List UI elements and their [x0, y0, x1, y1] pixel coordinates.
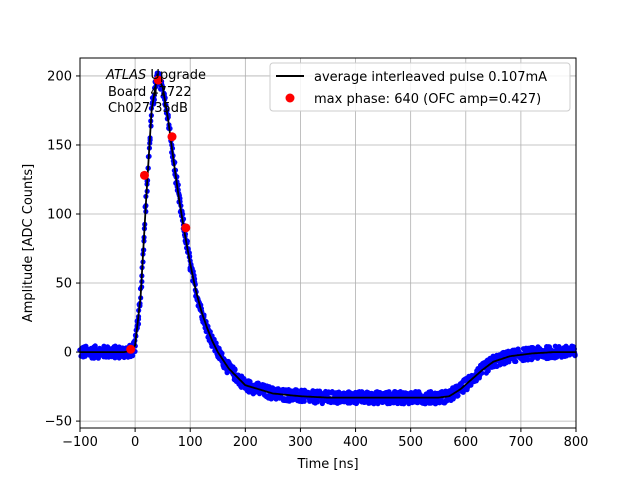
max-phase-point: [126, 344, 136, 354]
y-axis-label: Amplitude [ADC Counts]: [21, 164, 36, 322]
annotation-atlas: ATLAS: [105, 68, 146, 83]
y-tick-label: 0: [64, 346, 72, 361]
sample-point: [454, 393, 460, 399]
plot-frame: [79, 57, 577, 429]
x-tick-label: 700: [508, 435, 533, 450]
sample-point: [219, 350, 225, 356]
x-tick-label: 400: [343, 435, 368, 450]
sample-point: [92, 343, 98, 349]
sample-point: [130, 353, 136, 359]
svg-text:ATLAS Upgrade: ATLAS Upgrade: [105, 68, 206, 83]
x-tick-label: 100: [178, 435, 203, 450]
y-tick-label: 150: [47, 138, 72, 153]
sample-point: [314, 399, 321, 405]
sample-point: [232, 367, 238, 373]
max-phase-point: [167, 132, 177, 142]
annotation-channel: Ch027 35dB: [108, 101, 188, 116]
y-tick-label: 50: [55, 277, 72, 292]
x-tick-label: 0: [131, 435, 139, 450]
x-tick-label: 300: [288, 435, 313, 450]
legend-box: [269, 62, 571, 112]
x-tick-label: 500: [398, 435, 423, 450]
legend-entry-max-phase: max phase: 640 (OFC amp=0.427): [314, 92, 541, 107]
annotation: ATLAS Upgrade Board 47722 Ch027 35dB: [105, 68, 206, 116]
sample-point: [485, 368, 491, 374]
sample-points-series: [77, 70, 578, 407]
x-axis: −100 0 100 200 300 400 500 600 700 800: [62, 428, 588, 450]
max-phase-series: [126, 75, 191, 354]
annotation-board: Board 47722: [108, 85, 192, 100]
sample-point: [301, 398, 307, 404]
sample-point: [572, 353, 578, 359]
x-axis-label: Time [ns]: [296, 457, 358, 472]
y-tick-label: 100: [47, 208, 72, 223]
legend-entry-average: average interleaved pulse 0.107mA: [314, 70, 547, 85]
average-pulse-line: [80, 72, 576, 399]
y-axis: −50 0 50 100 150 200: [45, 69, 80, 430]
max-phase-point: [139, 170, 149, 180]
sample-point: [476, 375, 482, 381]
x-tick-label: 800: [564, 435, 589, 450]
max-phase-point: [181, 223, 191, 233]
y-tick-label: −50: [45, 415, 72, 430]
average-pulse-series: [80, 72, 576, 399]
x-tick-label: −100: [62, 435, 98, 450]
legend: average interleaved pulse 0.107mA max ph…: [269, 62, 571, 112]
max-phase-point: [153, 75, 163, 85]
x-tick-label: 600: [453, 435, 478, 450]
sample-point: [513, 358, 519, 365]
annotation-upgrade: Upgrade: [146, 68, 206, 83]
y-tick-label: 200: [47, 69, 72, 84]
x-tick-label: 200: [233, 435, 258, 450]
legend-point-swatch: [285, 93, 295, 103]
